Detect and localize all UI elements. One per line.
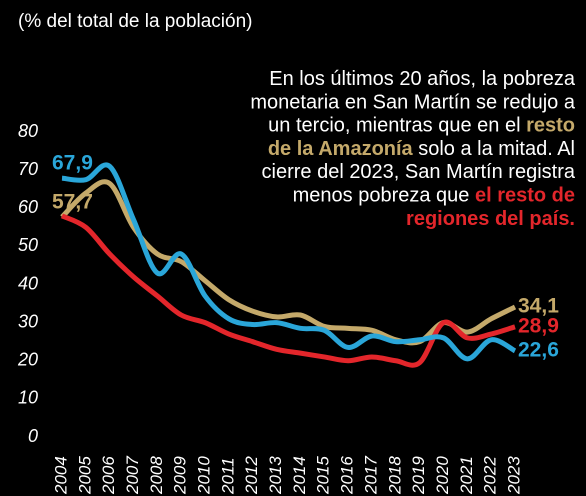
annotation-text: solo a la mitad. Al: [413, 138, 575, 160]
data-label: 28,9: [518, 314, 559, 337]
x-tick-label: 2005: [75, 456, 94, 495]
x-tick-label: 2023: [504, 456, 523, 495]
annotation-line: monetaria en San Martín se redujo a: [250, 92, 576, 114]
line: [61, 162, 517, 362]
annotation-text: resto: [526, 115, 575, 137]
annotation-line: de la Amazonía solo a la mitad. Al: [268, 138, 575, 160]
annotation-text: regiones del país.: [406, 208, 575, 230]
y-tick-label: 70: [18, 159, 38, 179]
data-label: 57,7: [52, 191, 93, 214]
x-tick-label: 2013: [266, 456, 285, 495]
x-tick-label: 2009: [171, 456, 190, 495]
y-tick-label: 50: [18, 235, 38, 255]
x-tick-label: 2007: [123, 456, 142, 495]
x-tick-label: 2019: [409, 456, 428, 495]
x-tick-label: 2006: [99, 456, 118, 495]
annotation-text: cierre del 2023, San Martín registra: [262, 161, 576, 183]
x-tick-label: 2016: [338, 456, 357, 495]
data-label: 22,6: [518, 338, 559, 361]
annotation-line: menos pobreza que el resto de: [293, 185, 575, 207]
annotation-line: regiones del país.: [406, 208, 575, 230]
line: [60, 213, 516, 368]
x-tick-label: 2018: [385, 456, 404, 495]
x-tick-label: 2021: [457, 456, 476, 495]
data-label: 34,1: [518, 295, 559, 318]
x-tick-label: 2017: [361, 456, 380, 495]
data-label: 67,9: [52, 152, 93, 175]
chart-subtitle: (% del total de la población): [18, 11, 252, 32]
y-tick-label: 0: [28, 426, 38, 446]
y-tick-label: 20: [17, 350, 38, 370]
y-tick-label: 10: [18, 388, 38, 408]
x-tick-label: 2020: [433, 456, 452, 495]
y-tick-label: 40: [18, 273, 38, 293]
x-tick-label: 2015: [314, 456, 333, 495]
annotation-line: cierre del 2023, San Martín registra: [262, 161, 576, 183]
x-tick-label: 2010: [195, 456, 214, 495]
x-tick-label: 2012: [242, 456, 261, 495]
annotation-text: de la Amazonía: [268, 138, 414, 160]
annotation-text: En los últimos 20 años, la pobreza: [269, 68, 576, 90]
x-tick-label: 2014: [290, 456, 309, 495]
annotation-text: un tercio, mientras que en el: [268, 115, 526, 137]
y-tick-label: 30: [18, 311, 38, 331]
y-tick-label: 80: [18, 121, 38, 141]
annotation-text: menos pobreza que: [293, 185, 475, 207]
x-tick-label: 2008: [147, 456, 166, 495]
annotation-line: un tercio, mientras que en el resto: [268, 115, 575, 137]
annotation-line: En los últimos 20 años, la pobreza: [269, 68, 576, 90]
annotation-text: el resto de: [475, 185, 575, 207]
x-tick-label: 2011: [218, 457, 237, 495]
x-tick-label: 2004: [51, 456, 70, 495]
annotation-text: monetaria en San Martín se redujo a: [250, 92, 576, 114]
y-tick-label: 60: [18, 197, 38, 217]
x-tick-label: 2022: [481, 456, 500, 495]
